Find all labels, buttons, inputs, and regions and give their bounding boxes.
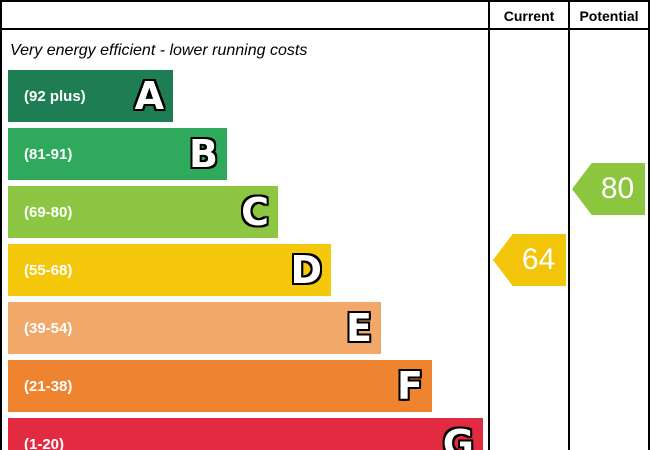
potential-rating-value: 80 xyxy=(600,172,635,205)
band-range-label: (21-38) xyxy=(24,377,73,395)
band-letter: F xyxy=(397,364,423,408)
band-row-a: (92 plus) A xyxy=(8,70,173,122)
current-column-header: Current xyxy=(503,8,555,24)
band-letter: G xyxy=(442,422,474,450)
band-range-label: (81-91) xyxy=(24,145,73,163)
current-rating-value: 64 xyxy=(521,243,556,276)
potential-column-header: Potential xyxy=(579,8,639,24)
current-column-divider xyxy=(488,2,490,450)
band-range-label: (39-54) xyxy=(24,319,73,337)
band-letter: A xyxy=(134,74,164,118)
band-row-d: (55-68) D xyxy=(8,244,331,296)
band-row-g: (1-20) G xyxy=(8,418,483,450)
band-range-label: (55-68) xyxy=(24,261,73,279)
chart-header-row xyxy=(2,2,648,30)
band-letter: E xyxy=(346,306,372,350)
band-letter: B xyxy=(189,132,218,176)
band-range-label: (1-20) xyxy=(24,435,65,450)
band-range-label: (92 plus) xyxy=(24,87,86,105)
band-row-e: (39-54) E xyxy=(8,302,381,354)
potential-column-divider xyxy=(568,2,570,450)
band-row-b: (81-91) B xyxy=(8,128,227,180)
current-rating-arrow-marker: 64 xyxy=(493,234,566,286)
band-row-f: (21-38) F xyxy=(8,360,432,412)
band-range-label: (69-80) xyxy=(24,203,73,221)
band-row-c: (69-80) C xyxy=(8,186,278,238)
band-letter: D xyxy=(290,248,322,292)
efficiency-caption: Very energy efficient - lower running co… xyxy=(10,42,308,59)
band-letter: C xyxy=(241,190,269,234)
potential-rating-arrow-marker: 80 xyxy=(572,163,645,215)
